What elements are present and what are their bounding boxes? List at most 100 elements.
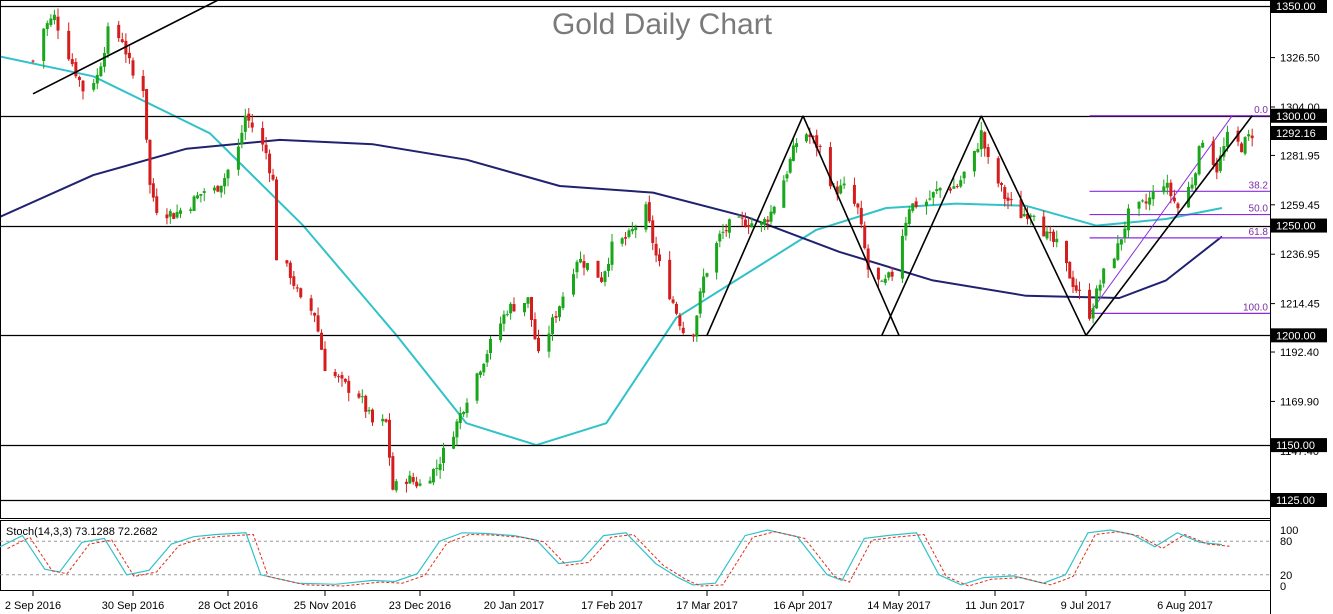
candle-body xyxy=(243,115,247,132)
candle-body xyxy=(955,186,959,188)
candle-body xyxy=(1026,213,1029,219)
candle-body xyxy=(1042,216,1046,237)
y-tick-label: 1281.95 xyxy=(1280,150,1320,162)
candle-body xyxy=(769,211,773,222)
stochastic-tick-label: 0 xyxy=(1280,581,1286,593)
stochastic-k-line xyxy=(0,529,1223,586)
candle-body xyxy=(512,304,516,312)
candle-body xyxy=(911,203,915,211)
candle-body xyxy=(299,288,303,298)
candle-body xyxy=(1218,155,1222,171)
candle-body xyxy=(323,348,327,371)
candle-body xyxy=(523,303,526,313)
candle-body xyxy=(972,150,976,172)
candle-body xyxy=(607,263,610,271)
x-tick-label: 17 Mar 2017 xyxy=(676,600,738,612)
candle-body xyxy=(236,146,240,170)
candle-body xyxy=(928,198,932,200)
x-tick-label: 16 Apr 2017 xyxy=(773,600,832,612)
candle-body xyxy=(1112,258,1116,269)
candle-body xyxy=(695,315,699,337)
candle-body xyxy=(551,317,554,334)
candle-body xyxy=(952,186,956,189)
candle-body xyxy=(647,202,651,222)
trendline xyxy=(32,0,220,95)
candle-body xyxy=(1201,142,1205,148)
price-tag-box xyxy=(1271,108,1327,123)
candle-body xyxy=(1190,184,1194,189)
candle-body xyxy=(212,187,216,191)
candle-body xyxy=(77,76,81,81)
candle-body xyxy=(715,243,719,273)
candle-body xyxy=(1009,199,1013,201)
candle-body xyxy=(1102,268,1106,284)
candle-body xyxy=(52,14,56,21)
candle-body xyxy=(737,216,741,218)
price-tag-label: 1200.00 xyxy=(1276,330,1316,342)
fibonacci-level-label: 0.0 xyxy=(1254,105,1268,116)
candle-body xyxy=(572,274,575,295)
candle-body xyxy=(759,222,763,225)
candle-body xyxy=(264,144,268,154)
candle-body xyxy=(81,80,85,92)
candle-body xyxy=(485,353,489,363)
candle-body xyxy=(455,421,459,438)
candle-body xyxy=(49,18,53,25)
candle-body xyxy=(428,480,432,484)
candle-body xyxy=(586,263,589,270)
x-tick-label: 9 Jul 2017 xyxy=(1061,600,1112,612)
candle-body xyxy=(842,183,846,186)
candle-body xyxy=(189,209,193,211)
fibonacci-level-label: 100.0 xyxy=(1243,302,1268,313)
candle-body xyxy=(202,191,206,193)
candle-body xyxy=(475,373,479,401)
x-tick-label: 23 Dec 2016 xyxy=(389,600,451,612)
trendline xyxy=(802,115,900,336)
candle-body xyxy=(1074,285,1078,291)
candle-body xyxy=(1243,137,1247,154)
price-tag-label: 1350.00 xyxy=(1276,1,1316,13)
candle-body xyxy=(357,393,361,398)
stochastic-label: Stoch(14,3,3) 73.1288 72.2682 xyxy=(6,526,158,538)
candle-body xyxy=(226,169,230,179)
fibonacci-level-label: 61.8 xyxy=(1249,227,1269,238)
moving-average-slow xyxy=(0,138,1223,299)
candle-body xyxy=(839,185,843,194)
candle-body xyxy=(634,227,638,231)
stochastic-tick-label: 20 xyxy=(1280,570,1292,582)
candle-body xyxy=(92,82,96,90)
candlesticks xyxy=(31,8,1254,493)
y-tick-label: 1192.40 xyxy=(1280,347,1319,359)
candle-body xyxy=(438,464,442,471)
candle-body xyxy=(165,214,169,219)
candle-body xyxy=(250,122,254,128)
candle-body xyxy=(859,207,863,225)
candle-body xyxy=(740,217,744,219)
candle-body xyxy=(1225,131,1229,147)
x-tick-label: 11 Jun 2017 xyxy=(965,600,1025,612)
candle-body xyxy=(620,238,624,244)
candle-body xyxy=(45,23,49,30)
horizontal-levels xyxy=(0,5,1270,502)
candle-body xyxy=(509,303,513,314)
candle-body xyxy=(788,159,792,173)
y-tick-label: 1236.95 xyxy=(1280,249,1320,261)
candle-body xyxy=(70,59,74,65)
stochastic-tick-label: 80 xyxy=(1280,536,1292,548)
candle-body xyxy=(458,413,462,424)
x-tick-label: 28 Oct 2016 xyxy=(198,600,258,612)
fibonacci-level-label: 38.2 xyxy=(1249,180,1269,191)
candle-body xyxy=(295,287,299,289)
candle-body xyxy=(804,134,808,142)
candle-body xyxy=(1071,277,1075,287)
chart-title: Gold Daily Chart xyxy=(552,8,773,41)
price-tag-label: 1300.00 xyxy=(1276,111,1316,123)
candle-body xyxy=(1098,284,1102,291)
candle-body xyxy=(575,261,579,273)
trendlines xyxy=(32,0,1253,336)
candle-body xyxy=(292,276,296,286)
candle-body xyxy=(863,225,867,249)
candle-body xyxy=(216,185,220,192)
candle-body xyxy=(288,262,292,279)
